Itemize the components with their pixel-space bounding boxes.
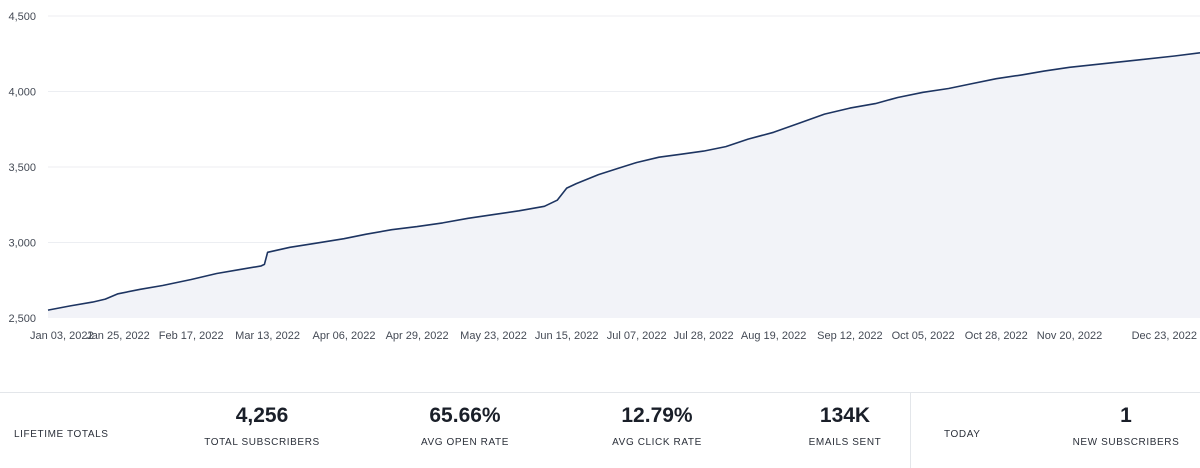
avg-click-rate-stat: 12.79% AVG CLICK RATE [567, 403, 747, 448]
x-tick-label: Dec 23, 2022 [1132, 330, 1197, 342]
total-subscribers-label: TOTAL SUBSCRIBERS [204, 437, 320, 448]
avg-click-rate-value: 12.79% [621, 404, 693, 427]
y-tick-label: 4,000 [8, 87, 36, 99]
x-tick-label: Oct 05, 2022 [892, 330, 955, 342]
x-tick-label: Sep 12, 2022 [817, 330, 882, 342]
total-subscribers-stat: 4,256 TOTAL SUBSCRIBERS [172, 403, 352, 448]
new-subscribers-label: NEW SUBSCRIBERS [1072, 437, 1180, 448]
y-tick-label: 3,000 [8, 238, 36, 250]
new-subscribers-stat: 1 NEW SUBSCRIBERS [1036, 403, 1200, 448]
emails-sent-value: 134K [819, 404, 871, 427]
emails-sent-label: EMAILS SENT [808, 437, 882, 448]
new-subscribers-value: 1 [1120, 404, 1132, 427]
y-tick-label: 4,500 [8, 11, 36, 23]
y-tick-label: 2,500 [8, 313, 36, 325]
x-tick-label: Aug 19, 2022 [741, 330, 806, 342]
x-tick-label: Oct 28, 2022 [965, 330, 1028, 342]
subscriber-line [47, 52, 1200, 311]
x-tick-label: Jan 25, 2022 [86, 330, 150, 342]
x-tick-label: Jun 15, 2022 [535, 330, 599, 342]
avg-open-rate-label: AVG OPEN RATE [420, 437, 509, 448]
emails-sent-stat: 134K EMAILS SENT [755, 403, 935, 448]
lifetime-totals-label: LIFETIME TOTALS [14, 429, 109, 440]
x-tick-label: Feb 17, 2022 [159, 330, 224, 342]
x-tick-label: Apr 29, 2022 [386, 330, 449, 342]
x-tick-label: Jan 03, 2022 [30, 330, 94, 342]
subscriber-growth-chart: 2,500 3,000 3,500 4,000 4,500 Jan 03, 2022Ja… [8, 11, 1200, 342]
stats-divider [910, 393, 911, 468]
x-tick-label: Nov 20, 2022 [1037, 330, 1102, 342]
x-tick-label: May 23, 2022 [460, 330, 527, 342]
stats-bar: LIFETIME TOTALS 4,256 TOTAL SUBSCRIBERS … [0, 392, 1200, 468]
y-axis-ticks: 2,500 3,000 3,500 4,000 4,500 [8, 11, 36, 325]
x-tick-label: Jul 28, 2022 [674, 330, 734, 342]
subscriber-area-fill [48, 52, 1200, 319]
avg-open-rate-value: 65.66% [429, 404, 501, 427]
y-tick-label: 3,500 [8, 162, 36, 174]
x-tick-label: Jul 07, 2022 [607, 330, 667, 342]
x-tick-label: Apr 06, 2022 [313, 330, 376, 342]
today-label: TODAY [944, 429, 981, 440]
x-tick-label: Mar 13, 2022 [235, 330, 300, 342]
avg-open-rate-stat: 65.66% AVG OPEN RATE [375, 403, 555, 448]
avg-click-rate-label: AVG CLICK RATE [612, 437, 702, 448]
total-subscribers-value: 4,256 [235, 404, 289, 427]
